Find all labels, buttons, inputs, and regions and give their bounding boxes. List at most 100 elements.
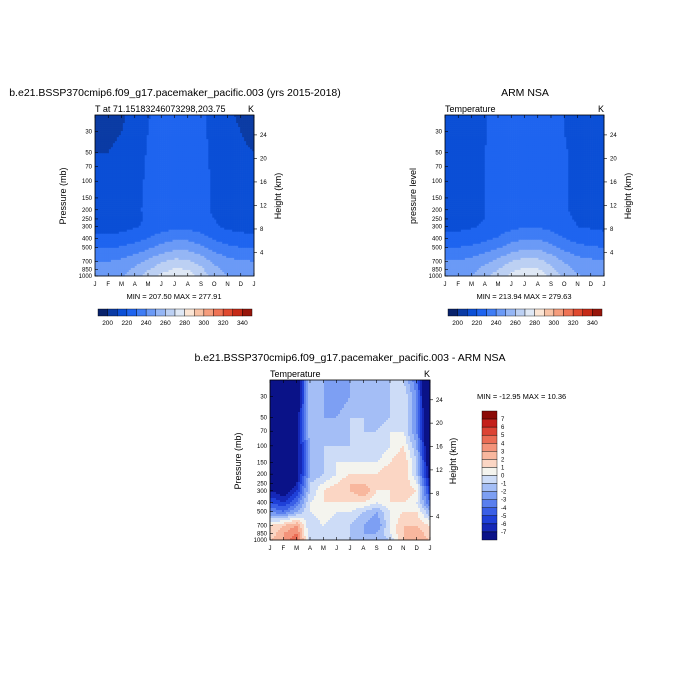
obs-y-tick-label: 500 bbox=[432, 245, 443, 251]
obs-colorbar-label: 320 bbox=[568, 320, 579, 327]
model-colorbar-label: 200 bbox=[102, 320, 113, 327]
model-colorbar-swatch bbox=[107, 308, 118, 317]
obs-x-tick-label: M bbox=[496, 282, 501, 288]
obs-x-tick-label: F bbox=[456, 282, 460, 288]
obs-ylabel-right: Height (km) bbox=[623, 173, 633, 220]
obs-y-right-tick-label: 20 bbox=[610, 156, 617, 162]
obs-colorbar-swatch bbox=[476, 308, 487, 317]
model-x-tick-label: J bbox=[173, 282, 176, 288]
diff-y-tick-label: 50 bbox=[260, 415, 267, 421]
diff-y-right-tick-label: 4 bbox=[436, 515, 440, 521]
obs-filled-field bbox=[445, 115, 605, 277]
obs-colorbar-swatch bbox=[563, 308, 574, 317]
diff-x-tick-label: D bbox=[414, 546, 419, 552]
model-y-right-tick-label: 24 bbox=[260, 133, 267, 139]
model-y-tick-label: 300 bbox=[82, 224, 93, 230]
model-colorbar-label: 280 bbox=[179, 320, 190, 327]
model-colorbar-swatch bbox=[136, 308, 147, 317]
diff-y-tick-label: 30 bbox=[260, 395, 267, 401]
diff-x-tick-label: O bbox=[388, 546, 393, 552]
model-x-tick-label: A bbox=[133, 282, 137, 288]
diff-y-tick-label: 700 bbox=[257, 523, 268, 529]
model-x-tick-label: D bbox=[239, 282, 244, 288]
obs-x-tick-label: J bbox=[510, 282, 513, 288]
diff-y-tick-label: 150 bbox=[257, 460, 268, 466]
diff-colorbar-label: 5 bbox=[501, 433, 505, 439]
obs-colorbar-swatch bbox=[505, 308, 516, 317]
obs-colorbar-swatch bbox=[592, 308, 603, 317]
obs-panel-title: ARM NSA bbox=[501, 87, 549, 99]
diff-colorbar-swatch bbox=[481, 443, 498, 452]
diff-y-right-tick-label: 16 bbox=[436, 445, 443, 451]
diff-colorbar-label: -2 bbox=[501, 490, 507, 496]
model-y-tick-label: 250 bbox=[82, 217, 93, 223]
diff-x-tick-label: S bbox=[375, 546, 379, 552]
model-x-tick-label: N bbox=[225, 282, 229, 288]
model-y-tick-label: 70 bbox=[85, 165, 92, 171]
obs-y-tick-label: 30 bbox=[435, 130, 442, 136]
diff-y-right-tick-label: 24 bbox=[436, 398, 443, 404]
model-colorbar-label: 340 bbox=[237, 320, 248, 327]
obs-colorbar-swatch bbox=[544, 308, 555, 317]
model-colorbar-label: 300 bbox=[198, 320, 209, 327]
obs-x-tick-label: S bbox=[549, 282, 553, 288]
obs-colorbar-swatch bbox=[524, 308, 535, 317]
obs-y-tick-label: 400 bbox=[432, 236, 443, 242]
model-colorbar-label: 260 bbox=[160, 320, 171, 327]
obs-colorbar-swatch bbox=[534, 308, 545, 317]
diff-y-tick-label: 250 bbox=[257, 481, 268, 487]
diff-contour-plot: J F M A M J J A S O N D J 30 50 70 100 150 200 250 300 400 500… bbox=[254, 379, 443, 552]
diff-colorbar-swatch bbox=[481, 515, 498, 525]
diff-x-tick-label: F bbox=[281, 546, 285, 552]
obs-y-right-tick-label: 16 bbox=[610, 180, 617, 186]
model-y-tick-label: 150 bbox=[82, 196, 93, 202]
model-subtitle-left: T at 71.15183246073298,203.75 bbox=[95, 104, 225, 114]
obs-x-tick-label: N bbox=[575, 282, 579, 288]
obs-x-tick-label: J bbox=[523, 282, 526, 288]
obs-colorbar-label: 260 bbox=[510, 320, 521, 327]
obs-x-tick-label: M bbox=[469, 282, 474, 288]
diff-colorbar-label: 1 bbox=[501, 465, 505, 471]
obs-y-tick-label: 50 bbox=[435, 151, 442, 157]
diff-colorbar-label: 6 bbox=[501, 425, 505, 431]
obs-x-tick-label: O bbox=[562, 282, 567, 288]
diff-colorbar-swatch bbox=[481, 467, 498, 476]
model-colorbar-swatch bbox=[184, 308, 195, 317]
model-y-tick-label: 50 bbox=[85, 151, 92, 157]
obs-colorbar-label: 340 bbox=[587, 320, 598, 327]
diff-x-tick-label: A bbox=[361, 546, 365, 552]
diff-colorbar-swatch bbox=[481, 451, 498, 460]
model-filled-field bbox=[95, 115, 255, 277]
model-x-tick-label: O bbox=[212, 282, 217, 288]
model-y-right-tick-label: 4 bbox=[260, 250, 264, 256]
model-colorbar-swatch bbox=[242, 308, 253, 317]
diff-y-tick-label: 850 bbox=[257, 531, 268, 537]
diff-colorbar-label: -1 bbox=[501, 482, 507, 488]
diff-colorbar-label: 3 bbox=[501, 449, 505, 455]
diff-colorbar-label: -6 bbox=[501, 522, 507, 528]
diff-colorbar-label: -5 bbox=[501, 514, 507, 520]
obs-colorbar: 200 220 240 260 280 300 320 340 bbox=[447, 308, 603, 327]
model-ylabel-right: Height (km) bbox=[273, 173, 283, 220]
obs-y-tick-label: 150 bbox=[432, 196, 443, 202]
obs-y-right-tick-label: 4 bbox=[610, 250, 614, 256]
model-x-tick-label: J bbox=[94, 282, 97, 288]
obs-colorbar-swatch bbox=[495, 308, 506, 317]
model-colorbar-swatch bbox=[117, 308, 128, 317]
model-x-tick-label: J bbox=[253, 282, 256, 288]
diff-panel-title: b.e21.BSSP370cmip6.f09_g17.pacemaker_pac… bbox=[194, 352, 505, 364]
obs-y-tick-label: 1000 bbox=[429, 274, 443, 280]
diff-colorbar-swatch bbox=[481, 499, 498, 508]
diff-minmax-label: MIN = -12.95 MAX = 10.36 bbox=[477, 392, 566, 401]
obs-colorbar-swatch bbox=[572, 308, 583, 317]
model-colorbar-swatch bbox=[126, 308, 137, 317]
diff-ylabel: Pressure (mb) bbox=[233, 432, 243, 489]
diff-x-tick-label: N bbox=[401, 546, 405, 552]
obs-y-tick-label: 100 bbox=[432, 179, 443, 185]
obs-subtitle-left: Temperature bbox=[445, 104, 496, 114]
obs-minmax-label: MIN = 213.94 MAX = 279.63 bbox=[476, 292, 571, 301]
model-colorbar-swatch bbox=[145, 308, 156, 317]
diff-colorbar-label: 4 bbox=[501, 441, 505, 447]
